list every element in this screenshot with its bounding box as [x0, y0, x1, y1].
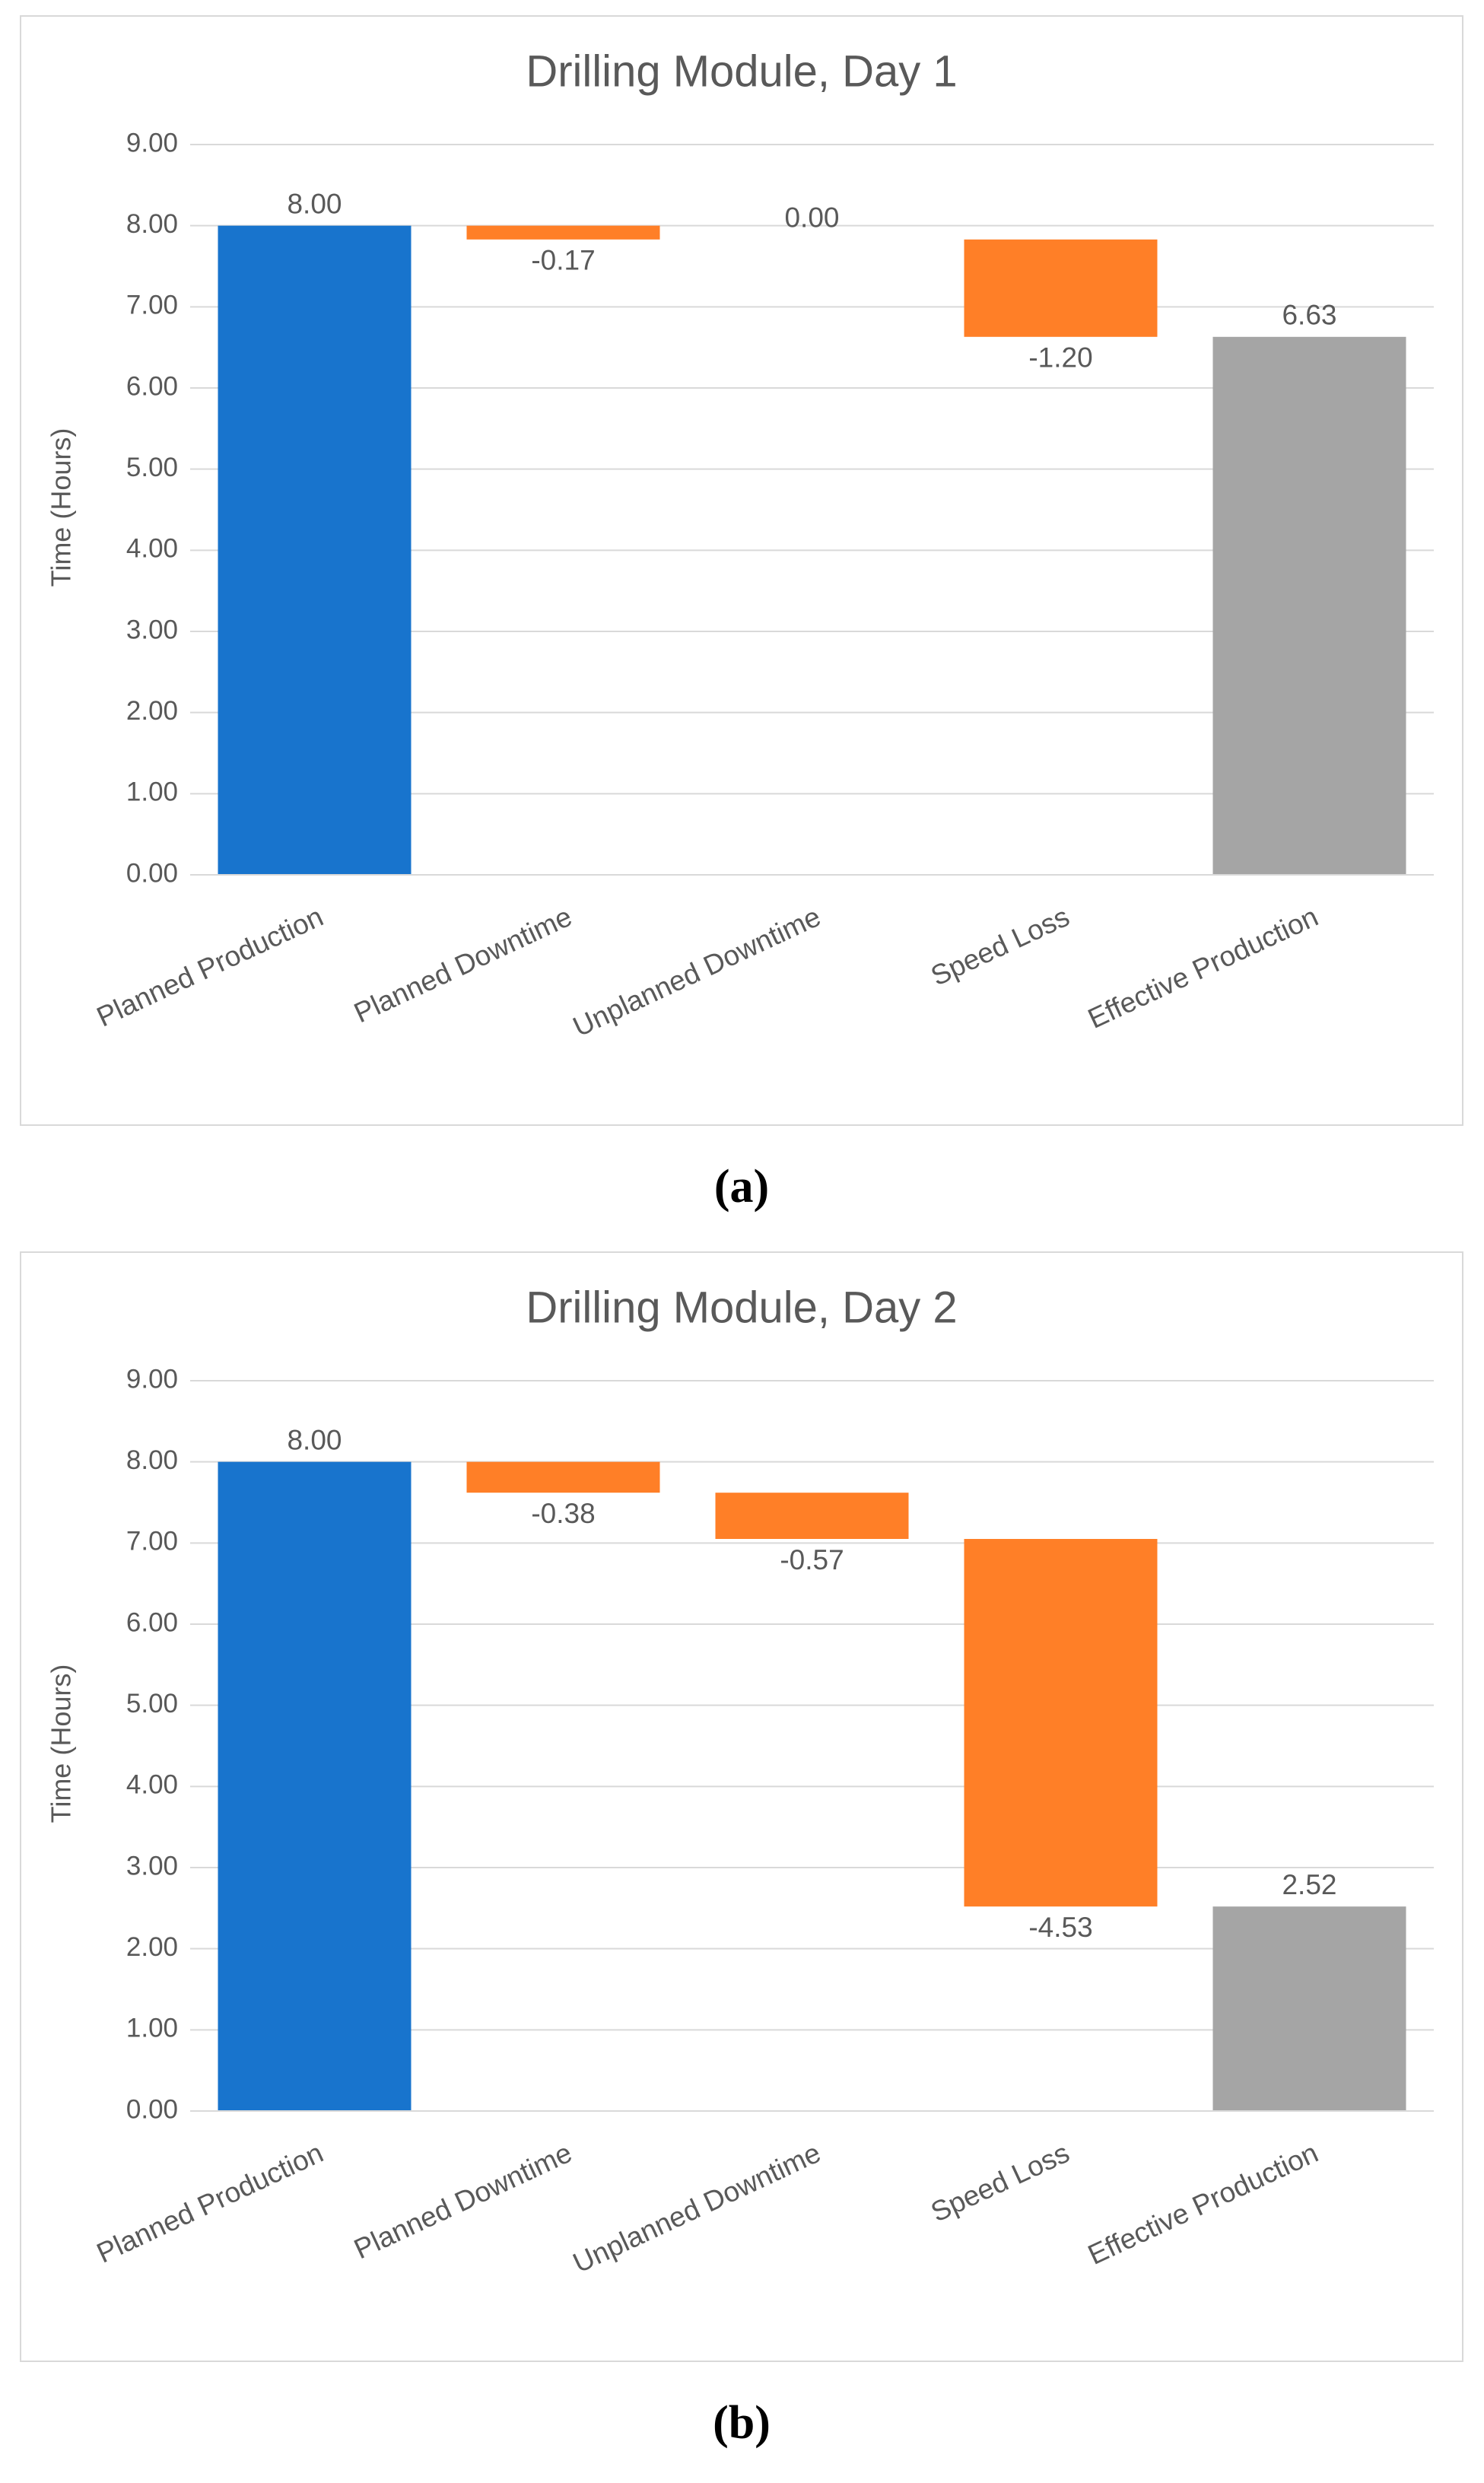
bar	[1212, 1906, 1406, 2111]
bar	[1212, 336, 1406, 875]
chart-title: Drilling Module, Day 2	[526, 1283, 957, 1332]
bar	[964, 239, 1158, 337]
y-tick-label: 1.00	[126, 2014, 178, 2043]
value-label: 6.63	[1282, 300, 1336, 331]
caption: (a)	[714, 1161, 769, 1213]
y-tick-label: 4.00	[126, 534, 178, 564]
value-label: -0.17	[531, 245, 595, 276]
y-tick-label: 6.00	[126, 1607, 178, 1637]
y-tick-label: 8.00	[126, 1445, 178, 1475]
y-tick-label: 8.00	[126, 209, 178, 239]
chart-title: Drilling Module, Day 1	[526, 46, 957, 96]
bar	[715, 1493, 909, 1539]
y-tick-label: 7.00	[126, 1527, 178, 1556]
y-tick-label: 5.00	[126, 1689, 178, 1718]
bar	[466, 1461, 660, 1493]
y-axis-title: Time (Hours)	[46, 1664, 77, 1823]
y-tick-label: 1.00	[126, 777, 178, 807]
y-tick-label: 2.00	[126, 1932, 178, 1962]
value-label: 0.00	[784, 202, 839, 234]
caption: (b)	[713, 2397, 771, 2449]
y-tick-label: 3.00	[126, 615, 178, 644]
y-tick-label: 9.00	[126, 128, 178, 157]
y-tick-label: 9.00	[126, 1364, 178, 1394]
y-axis-title: Time (Hours)	[46, 428, 77, 587]
chart: Drilling Module, Day 1 Time (Hours) (a) 0.0…	[20, 15, 1463, 1213]
y-tick-label: 0.00	[126, 2094, 178, 2124]
chart: Drilling Module, Day 2 Time (Hours) (b) 0.0…	[20, 1251, 1463, 2449]
bar	[964, 1539, 1158, 1907]
y-tick-label: 5.00	[126, 453, 178, 482]
bar	[218, 1461, 412, 2111]
value-label: 8.00	[287, 188, 342, 219]
y-tick-label: 2.00	[126, 696, 178, 726]
bar	[466, 225, 660, 240]
y-tick-label: 6.00	[126, 371, 178, 401]
value-label: -0.57	[780, 1544, 844, 1575]
value-label: -4.53	[1028, 1912, 1092, 1943]
y-tick-label: 3.00	[126, 1851, 178, 1881]
value-label: -0.38	[531, 1498, 595, 1529]
y-tick-label: 7.00	[126, 291, 178, 320]
bar	[218, 225, 412, 876]
y-tick-label: 4.00	[126, 1770, 178, 1800]
value-label: 2.52	[1282, 1869, 1336, 1900]
value-label: -1.20	[1028, 342, 1092, 374]
value-label: 8.00	[287, 1424, 342, 1455]
y-tick-label: 0.00	[126, 858, 178, 888]
